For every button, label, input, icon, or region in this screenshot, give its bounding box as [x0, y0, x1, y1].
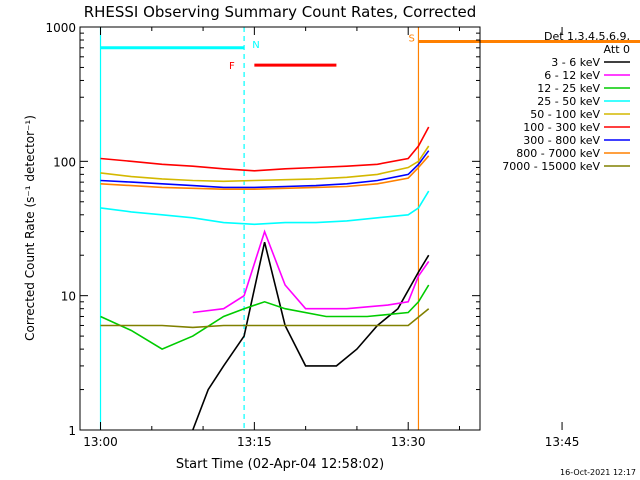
y-tick-label-1: 10: [61, 290, 76, 304]
x-tick-label-2: 13:30: [391, 435, 426, 449]
legend-label-1: 6 - 12 keV: [544, 69, 600, 82]
x-axis-label: Start Time (02-Apr-04 12:58:02): [176, 457, 384, 472]
legend-header-1: Det 1,3,4,5,6,9,: [544, 30, 630, 43]
series-line-3-seg1: [100, 190, 430, 226]
legend-label-3: 25 - 50 keV: [537, 95, 600, 108]
series-line-7-seg1: [100, 155, 430, 190]
series-line-1-seg1: [192, 229, 430, 314]
series-line-5-seg1: [100, 126, 430, 172]
x-tick-label-3: 13:45: [545, 435, 580, 449]
x-tick-label-1: 13:15: [237, 435, 272, 449]
legend-label-6: 300 - 800 keV: [523, 134, 600, 147]
series-line-0-seg1: [192, 242, 430, 431]
footer-timestamp: 16-Oct-2021 12:17: [560, 468, 636, 477]
flare-marker: F: [229, 61, 235, 72]
series-line-8-seg1: [100, 308, 430, 329]
legend-label-7: 800 - 7000 keV: [516, 147, 600, 160]
plot-frame: [79, 26, 481, 431]
legend-label-0: 3 - 6 keV: [551, 56, 600, 69]
legend-header-2: Att 0: [604, 43, 630, 56]
plot-area: NFS110100100013:0013:1513:3013:4514:0014…: [45, 21, 640, 449]
legend-label-8: 7000 - 15000 keV: [502, 160, 600, 173]
legend-label-4: 50 - 100 keV: [530, 108, 600, 121]
y-tick-label-2: 100: [53, 155, 76, 169]
x-tick-label-0: 13:00: [83, 435, 118, 449]
y-tick-label-3: 1000: [45, 21, 76, 35]
series-line-6-seg1: [100, 150, 430, 189]
saa-marker: S: [408, 33, 414, 44]
series-line-2-seg1: [100, 284, 430, 350]
legend-label-2: 12 - 25 keV: [537, 82, 600, 95]
series-line-4-seg1: [100, 145, 430, 183]
night-marker: N: [252, 40, 259, 51]
y-tick-label-0: 1: [68, 424, 76, 438]
chart-title: RHESSI Observing Summary Count Rates, Co…: [84, 3, 477, 21]
y-axis-label: Corrected Count Rate (s⁻¹ detector⁻¹): [23, 115, 37, 341]
legend-label-5: 100 - 300 keV: [523, 121, 600, 134]
